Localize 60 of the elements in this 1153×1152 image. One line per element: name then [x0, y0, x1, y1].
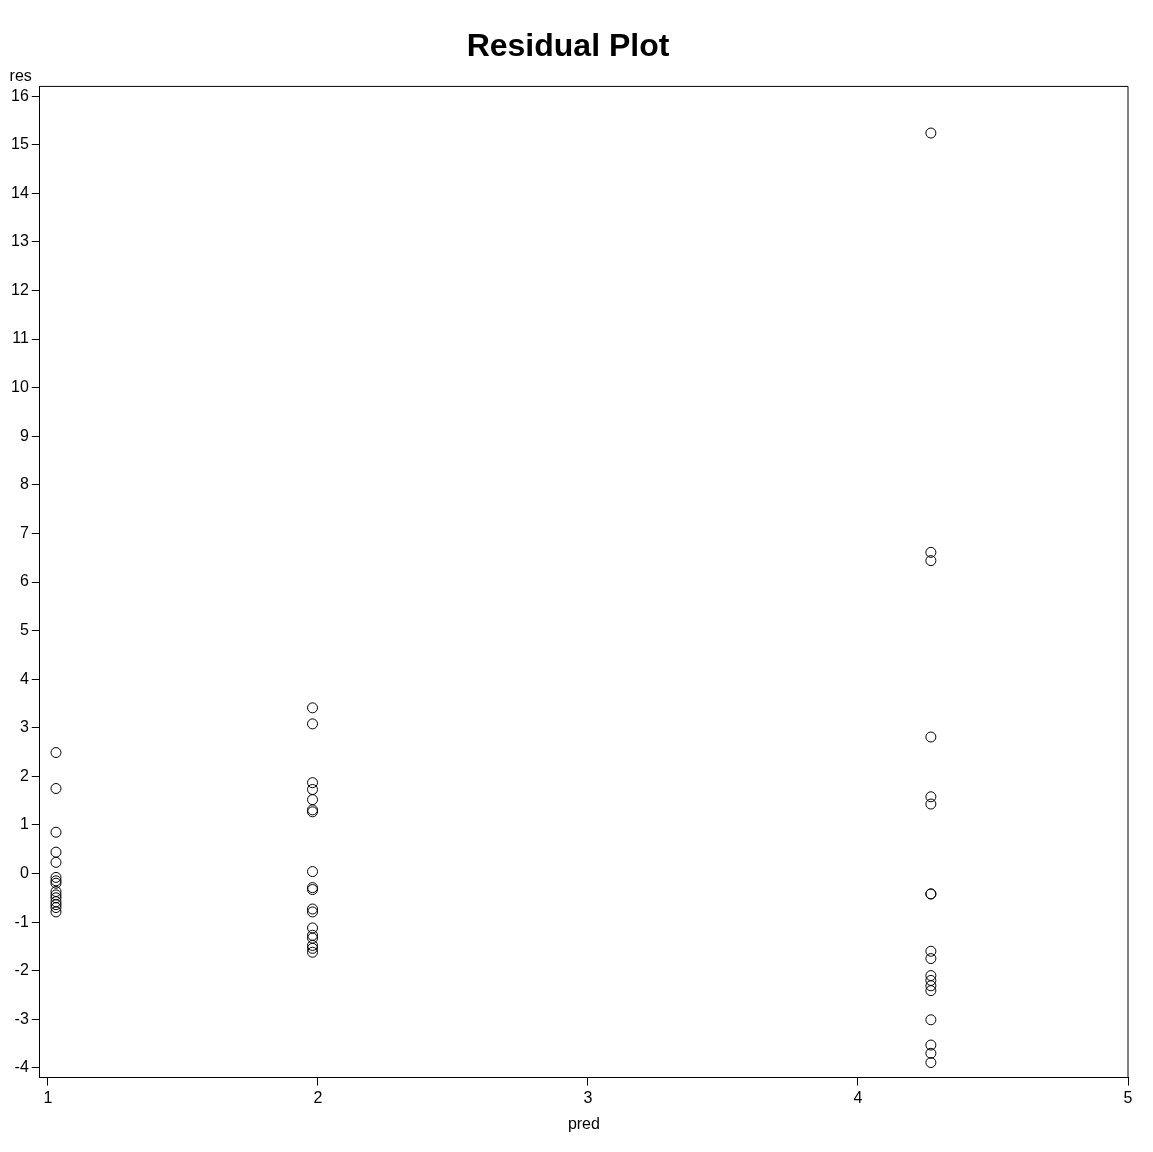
- point: [925, 980, 937, 992]
- y-tick-label: 3: [19, 718, 29, 736]
- x-tick-label: 5: [1123, 1088, 1133, 1106]
- y-tick-label: 8: [19, 475, 29, 493]
- y-tick-label: 1: [19, 815, 29, 833]
- point: [925, 1057, 937, 1069]
- y-tick-label: 15: [11, 135, 29, 153]
- point: [925, 127, 937, 139]
- y-tick-label: 10: [11, 378, 29, 396]
- y-tick-label: -4: [14, 1058, 29, 1076]
- y-axis-title: res: [9, 66, 32, 84]
- point: [307, 783, 319, 795]
- point: [50, 856, 62, 868]
- y-tick-label: 6: [19, 572, 29, 590]
- point: [925, 953, 937, 965]
- y-tick-label: -1: [14, 912, 29, 930]
- point: [307, 922, 319, 934]
- point: [50, 783, 62, 794]
- point: [50, 871, 62, 883]
- x-axis-title: pred: [567, 1114, 600, 1132]
- point: [925, 1014, 937, 1026]
- point: [925, 731, 937, 743]
- y-tick-label: 14: [11, 183, 29, 201]
- point: [925, 945, 937, 957]
- point: [925, 798, 937, 810]
- point: [307, 866, 319, 878]
- y-tick-label: 7: [19, 523, 29, 541]
- point: [925, 1039, 937, 1051]
- point: [307, 777, 319, 789]
- point: [925, 555, 937, 567]
- point: [925, 1047, 937, 1059]
- point: [307, 718, 319, 730]
- y-tick-label: 12: [11, 280, 29, 298]
- point: [50, 906, 62, 918]
- y-tick-label: 2: [19, 766, 29, 784]
- point: [50, 826, 62, 838]
- y-tick-label: 16: [11, 86, 29, 104]
- x-tick-label: 2: [313, 1088, 323, 1106]
- point: [50, 846, 62, 858]
- y-tick-label: 4: [19, 669, 29, 687]
- point: [925, 970, 937, 982]
- x-tick-label: 3: [583, 1088, 593, 1106]
- x-tick-label: 1: [43, 1088, 53, 1106]
- y-tick-label: -2: [14, 961, 29, 979]
- point: [925, 791, 937, 803]
- chart-title: Residual Plot: [466, 27, 670, 64]
- y-tick-label: 11: [12, 329, 29, 347]
- y-tick-label: 9: [19, 426, 29, 444]
- point: [307, 702, 319, 714]
- y-tick-label: 0: [19, 863, 29, 881]
- point: [925, 546, 937, 558]
- y-tick-label: 13: [11, 232, 29, 250]
- y-tick-label: -3: [14, 1009, 29, 1027]
- x-tick-label: 4: [853, 1088, 863, 1106]
- y-tick-label: 5: [19, 620, 29, 638]
- point: [925, 974, 937, 986]
- point: [925, 985, 937, 997]
- point: [307, 946, 319, 958]
- point: [307, 794, 319, 806]
- point: [50, 747, 62, 759]
